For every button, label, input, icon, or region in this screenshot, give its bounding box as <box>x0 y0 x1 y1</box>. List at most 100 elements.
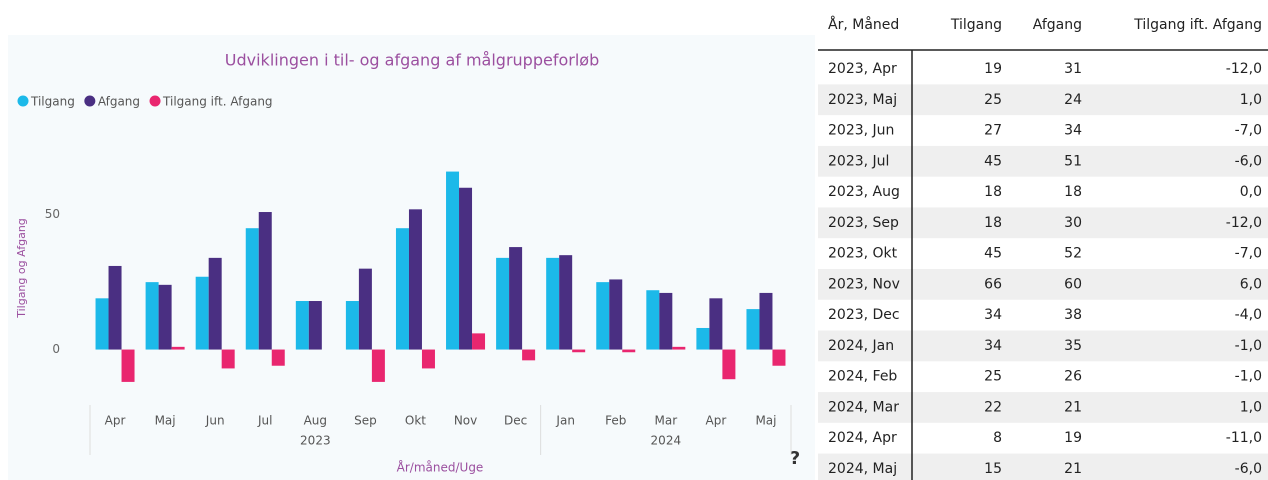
table-cell: 34 <box>984 307 1002 323</box>
chart-title: Udviklingen i til- og afgang af målgrupp… <box>225 51 599 70</box>
y-tick-label: 0 <box>52 342 60 356</box>
bar <box>108 265 122 350</box>
bar <box>208 257 222 350</box>
x-group-label: 2023 <box>300 434 331 448</box>
bar <box>622 349 636 353</box>
table-cell: 2023, Jun <box>828 123 894 139</box>
bar <box>295 301 309 350</box>
table-cell: 1,0 <box>1240 399 1262 415</box>
bar <box>421 349 435 369</box>
table-cell: 2024, Feb <box>828 369 897 385</box>
table-row-band <box>818 453 1268 480</box>
table-cell: 2023, Okt <box>828 246 898 262</box>
legend-marker <box>17 95 29 107</box>
table-cell: 22 <box>984 399 1002 415</box>
table-cell: 8 <box>993 430 1002 446</box>
table-row-band <box>818 330 1268 362</box>
bar <box>709 298 723 350</box>
table-cell: 2024, Maj <box>828 461 897 477</box>
table-header: Tilgang <box>950 17 1002 33</box>
bar <box>145 282 159 350</box>
x-tick-label: Jun <box>205 414 225 428</box>
x-tick-label: Apr <box>706 414 727 428</box>
y-tick-label: 50 <box>45 207 60 221</box>
table-cell: 6,0 <box>1240 276 1262 292</box>
bar <box>546 257 560 350</box>
table-cell: 45 <box>984 246 1002 262</box>
table-cell: 34 <box>984 338 1002 354</box>
bar <box>509 247 523 350</box>
table-cell: 18 <box>984 184 1002 200</box>
x-tick-label: Dec <box>504 414 527 428</box>
table-cell: 0,0 <box>1240 184 1262 200</box>
table-cell: -7,0 <box>1235 123 1262 139</box>
table-header: År, Måned <box>828 16 899 33</box>
bar <box>158 284 172 350</box>
table-row-band <box>818 145 1268 177</box>
bar <box>95 298 109 350</box>
bar <box>672 346 686 350</box>
table-cell: 15 <box>984 461 1002 477</box>
table-cell: 38 <box>1064 307 1082 323</box>
bar <box>395 228 409 350</box>
bar <box>609 279 623 350</box>
x-tick-label: Feb <box>605 414 626 428</box>
bar <box>459 187 473 350</box>
bar <box>258 212 272 350</box>
table-cell: 34 <box>1064 123 1082 139</box>
table-header: Tilgang ift. Afgang <box>1133 17 1262 33</box>
table-cell: 21 <box>1064 399 1082 415</box>
table-cell: 21 <box>1064 461 1082 477</box>
bar <box>722 349 736 380</box>
legend-label: Tilgang ift. Afgang <box>162 95 273 109</box>
legend-marker <box>84 95 96 107</box>
bar <box>195 276 209 350</box>
bar <box>772 349 786 366</box>
x-tick-label: Aug <box>304 414 327 428</box>
x-tick-label: Sep <box>354 414 377 428</box>
bar <box>271 349 285 366</box>
y-axis-label: Tilgang og Afgang <box>15 218 28 319</box>
bar <box>221 349 235 369</box>
bar <box>245 228 259 350</box>
table-cell: 2024, Apr <box>828 430 897 446</box>
bar <box>472 333 486 350</box>
bar <box>659 292 673 350</box>
x-tick-label: Jan <box>555 414 575 428</box>
legend-label: Afgang <box>98 95 140 109</box>
table-cell: 2023, Dec <box>828 307 900 323</box>
table-cell: -12,0 <box>1226 61 1262 77</box>
bar <box>746 309 760 350</box>
bar <box>408 209 422 350</box>
table-cell: 66 <box>984 276 1002 292</box>
bar <box>646 290 660 350</box>
x-tick-label: Maj <box>155 414 176 428</box>
table-cell: 31 <box>1064 61 1082 77</box>
table-cell: 2023, Nov <box>828 276 900 292</box>
x-group-label: 2024 <box>651 434 682 448</box>
legend-label: Tilgang <box>30 95 75 109</box>
table-cell: 27 <box>984 123 1002 139</box>
x-tick-label: Mar <box>655 414 678 428</box>
bar <box>371 349 385 382</box>
table-cell: -7,0 <box>1235 246 1262 262</box>
table-cell: -1,0 <box>1235 338 1262 354</box>
bar <box>559 255 573 350</box>
table-row-band <box>818 392 1268 423</box>
bar <box>696 327 710 350</box>
table-cell: 18 <box>984 215 1002 231</box>
table-cell: 25 <box>984 92 1002 108</box>
table-cell: 2023, Sep <box>828 215 899 231</box>
table-cell: 18 <box>1064 184 1082 200</box>
bar <box>446 171 460 350</box>
table-cell: 2023, Apr <box>828 61 897 77</box>
help-icon[interactable]: ? <box>790 448 800 469</box>
table-cell: 26 <box>1064 369 1082 385</box>
x-tick-label: Nov <box>454 414 477 428</box>
bar <box>596 282 610 350</box>
table-cell: 45 <box>984 153 1002 169</box>
table-cell: -6,0 <box>1235 461 1262 477</box>
bar <box>572 349 586 353</box>
